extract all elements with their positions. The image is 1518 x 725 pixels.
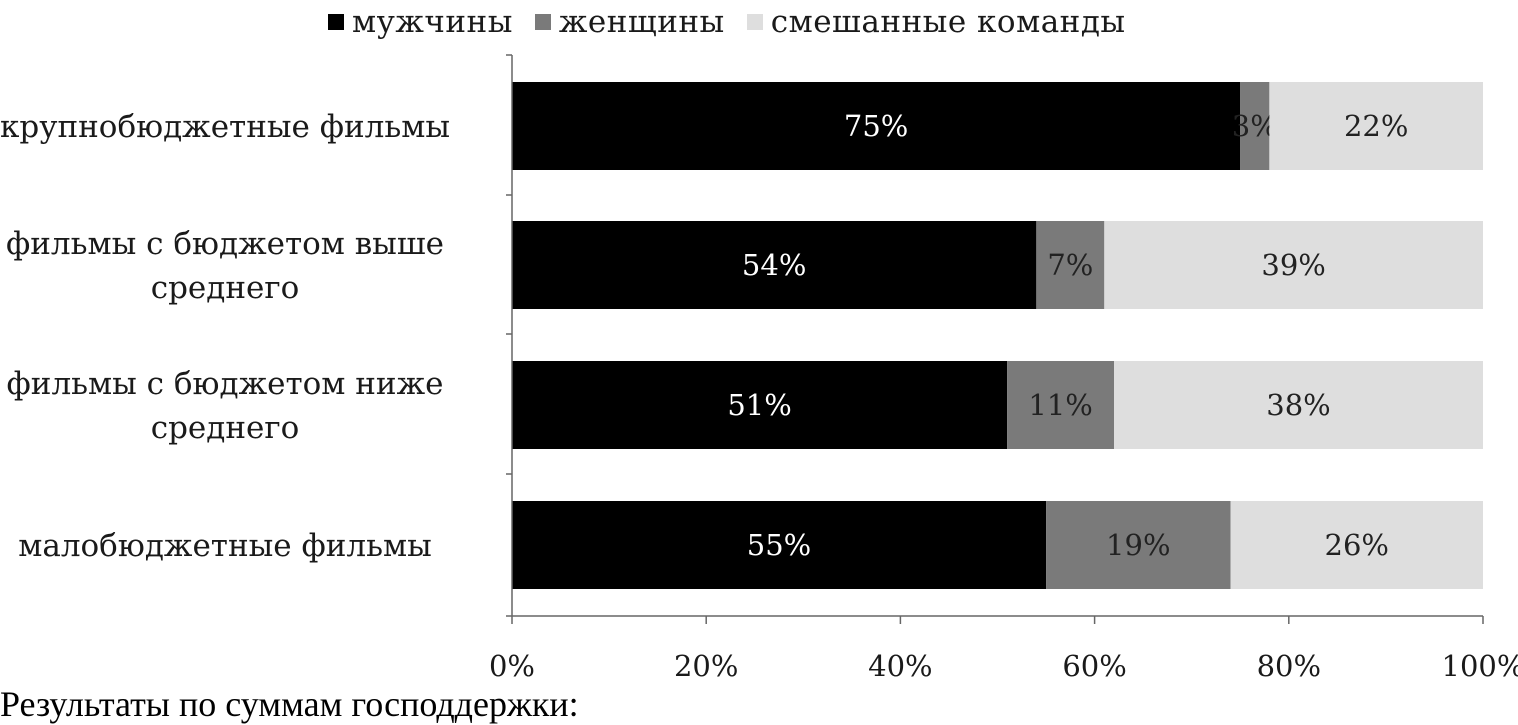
category-label: малобюджетные фильмы [18,528,432,564]
legend-label: мужчины [352,4,513,40]
bar-segment-1-row-3 [512,361,1008,449]
legend-label: женщины [558,4,725,40]
legend-label: смешанные команды [770,4,1126,40]
bar-segment-2-row-4 [1046,501,1231,589]
bar-segment-3-row-3 [1114,361,1483,449]
x-tick-label: 100% [1442,649,1518,683]
bar-segment-3-row-2 [1104,221,1483,309]
bar-segment-1-row-2 [512,221,1037,309]
category-label: среднего [151,410,300,446]
bar-segment-1-row-1 [512,82,1241,170]
chart-legend: мужчины женщины смешанные команды [328,4,1148,40]
bar-segment-2-row-2 [1036,221,1105,309]
legend-swatch [746,14,763,30]
legend-swatch [534,14,551,30]
category-label: среднего [151,270,300,306]
category-label: крупнобюджетные фильмы [0,109,450,145]
data-label: 54% [742,248,806,282]
x-tick-label: 20% [674,649,738,683]
bar-segment-2-row-3 [1007,361,1115,449]
data-label: 22% [1344,109,1408,143]
bar-segment-3-row-1 [1269,82,1483,170]
legend-item: смешанные команды [746,4,1126,40]
data-label: 11% [1028,388,1092,422]
bar-segment-2-row-1 [1240,82,1270,170]
data-label: 39% [1261,248,1325,282]
data-label: 55% [747,528,811,562]
data-label: 26% [1325,528,1389,562]
legend-swatch [328,14,344,30]
data-label: 51% [727,388,791,422]
data-label: 75% [844,109,908,143]
x-tick-label: 0% [489,649,535,683]
data-label: 38% [1266,388,1330,422]
bar-segment-3-row-4 [1230,501,1483,589]
data-label: 7% [1047,248,1093,282]
x-tick-label: 40% [868,649,932,683]
x-tick-label: 80% [1257,649,1321,683]
category-label: фильмы с бюджетом ниже [7,366,444,402]
caption-text: Результаты по суммам господдержки: [0,684,579,724]
category-label: фильмы с бюджетом выше [6,226,444,262]
legend-item: мужчины [328,4,513,40]
bar-segment-1-row-4 [512,501,1047,589]
legend-item: женщины [534,4,725,40]
data-label: 19% [1106,528,1170,562]
x-tick-label: 60% [1062,649,1126,683]
